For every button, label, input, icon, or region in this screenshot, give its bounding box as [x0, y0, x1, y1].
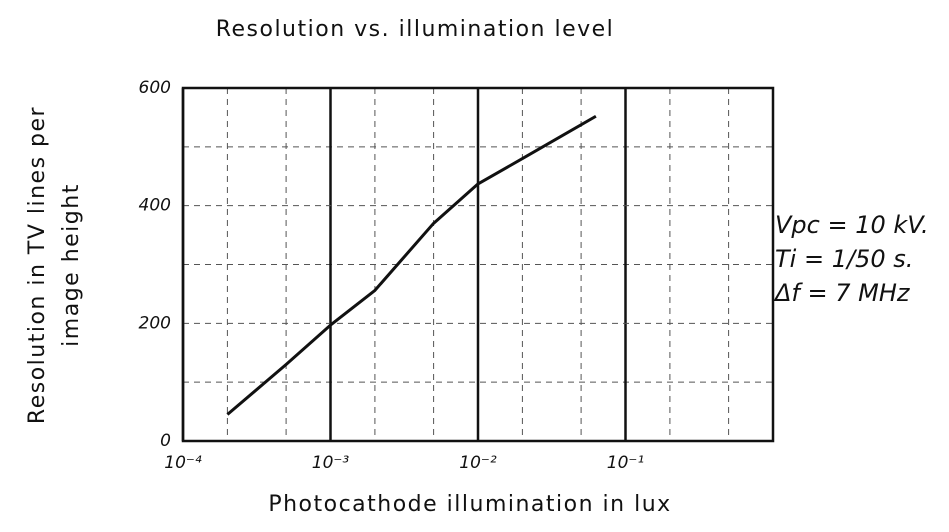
x-axis-label: Photocathode illumination in lux [268, 492, 671, 517]
line-series [226, 114, 597, 416]
annotation: Δf = 7 MHz [773, 279, 911, 307]
annotation: Vpc = 10 kV. [775, 211, 929, 239]
chart-title: Resolution vs. illumination level [216, 17, 615, 42]
y-tick-label: 200 [139, 313, 171, 333]
y-axis-label: image height [59, 183, 84, 347]
annotation: Ti = 1/50 s. [775, 245, 913, 273]
x-tick-label: 10⁻³ [312, 453, 350, 473]
y-axis-label: Resolution in TV lines per [25, 106, 50, 424]
y-tick-label: 600 [139, 78, 171, 98]
x-tick-label: 10⁻¹ [607, 453, 644, 473]
y-tick-label: 0 [160, 431, 171, 451]
y-tick-label: 400 [139, 196, 171, 216]
x-tick-label: 10⁻⁴ [164, 453, 202, 473]
plot-frame [181, 86, 775, 443]
x-tick-label: 10⁻² [459, 453, 497, 473]
